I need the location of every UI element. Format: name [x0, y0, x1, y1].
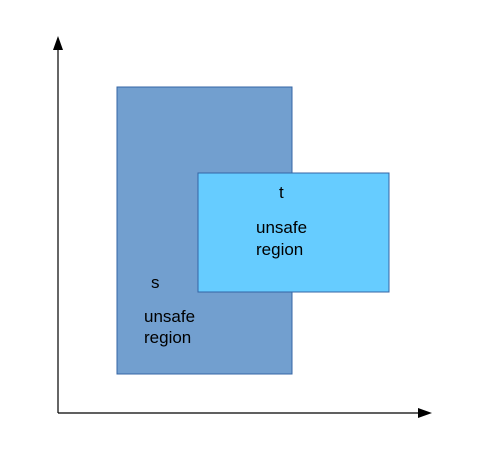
region-s-label-line2: region [144, 328, 191, 347]
region-s-letter: s [151, 273, 160, 292]
region-s-label-line1: unsafe [144, 307, 195, 326]
region-t-rect [197, 172, 390, 293]
region-t: t unsafe region [197, 172, 390, 293]
y-axis-arrow-icon [53, 36, 63, 50]
x-axis-arrow-icon [418, 408, 432, 418]
region-t-label-line1: unsafe [256, 218, 307, 237]
axes [53, 36, 432, 418]
region-t-label-line2: region [256, 240, 303, 259]
region-t-letter: t [279, 183, 284, 202]
